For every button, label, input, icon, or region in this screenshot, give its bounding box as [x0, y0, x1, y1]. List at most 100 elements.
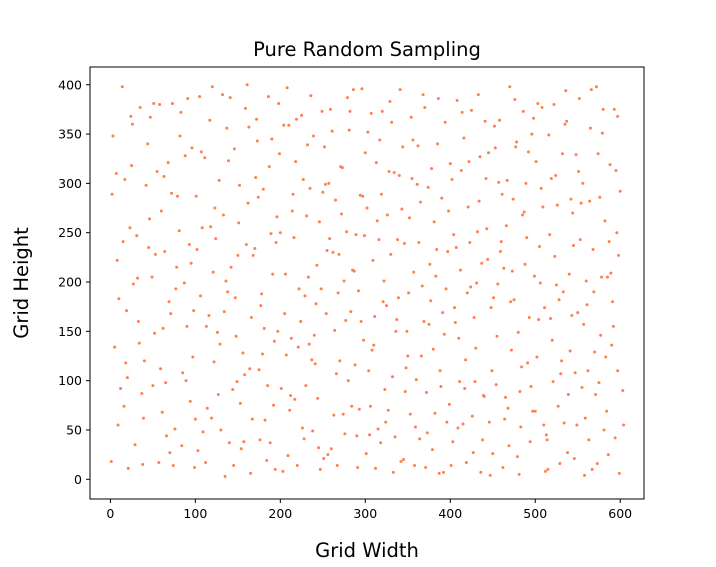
x-tick-label: 200	[268, 506, 292, 521]
data-point	[433, 411, 437, 415]
data-point	[453, 320, 457, 324]
data-point	[544, 433, 548, 437]
data-point	[444, 287, 448, 291]
data-point	[499, 240, 503, 244]
data-point	[294, 117, 298, 121]
data-point	[392, 171, 396, 175]
data-point	[334, 198, 338, 202]
data-point	[549, 317, 553, 321]
data-point	[422, 319, 426, 323]
data-point	[203, 156, 207, 160]
data-point	[393, 435, 397, 439]
data-point	[497, 180, 501, 184]
data-point	[391, 470, 395, 474]
x-tick-label: 100	[183, 506, 207, 521]
data-point	[226, 290, 230, 294]
data-point	[223, 474, 227, 478]
data-point	[369, 111, 373, 115]
data-point	[621, 389, 625, 393]
data-point	[490, 369, 494, 373]
data-point	[530, 132, 534, 136]
data-point	[276, 329, 280, 333]
data-point	[274, 241, 278, 245]
data-point	[402, 458, 406, 462]
data-point	[270, 137, 274, 141]
data-point	[306, 275, 310, 279]
data-point	[486, 257, 490, 261]
data-point	[353, 363, 357, 367]
data-point	[596, 152, 600, 156]
data-point	[292, 236, 296, 240]
data-point	[382, 279, 386, 283]
data-point	[600, 131, 604, 135]
data-point	[498, 249, 502, 253]
data-point	[454, 245, 458, 249]
data-point	[577, 97, 581, 101]
data-point	[248, 367, 252, 371]
data-point	[511, 197, 515, 201]
y-axis-label: Grid Height	[10, 227, 33, 339]
data-point	[510, 269, 514, 273]
data-point	[464, 461, 468, 465]
data-point	[418, 437, 422, 441]
data-point	[483, 119, 487, 123]
data-point	[362, 234, 366, 238]
data-point	[340, 212, 344, 216]
data-point	[335, 463, 339, 467]
data-point	[147, 217, 151, 221]
data-point	[532, 116, 536, 120]
data-point	[130, 122, 134, 126]
data-point	[210, 416, 214, 420]
data-point	[435, 247, 439, 251]
data-point	[225, 126, 229, 130]
data-point	[408, 412, 412, 416]
data-point	[427, 322, 431, 326]
data-point	[509, 300, 513, 304]
data-point	[520, 213, 524, 217]
data-point	[607, 240, 611, 244]
data-point	[493, 146, 497, 150]
data-point	[492, 124, 496, 128]
data-point	[347, 128, 351, 132]
data-point	[152, 101, 156, 105]
data-point	[436, 97, 440, 101]
data-point	[574, 153, 578, 157]
data-point	[437, 471, 441, 475]
data-point	[500, 192, 504, 196]
data-point	[445, 420, 449, 424]
data-point	[539, 186, 543, 190]
data-point	[396, 296, 400, 300]
data-point	[273, 467, 277, 471]
data-point	[238, 183, 242, 187]
data-point	[176, 194, 180, 198]
x-tick-label: 400	[438, 506, 462, 521]
data-point	[178, 134, 182, 138]
data-point	[381, 300, 385, 304]
data-point	[370, 348, 374, 352]
data-point	[131, 282, 135, 286]
data-point	[613, 436, 617, 440]
data-point	[128, 226, 132, 230]
data-point	[588, 126, 592, 130]
data-point	[448, 162, 452, 166]
data-point	[245, 83, 249, 87]
data-point	[617, 253, 621, 257]
data-point	[543, 469, 547, 473]
data-point	[598, 195, 602, 199]
data-point	[153, 331, 157, 335]
data-point	[350, 404, 354, 408]
data-point	[430, 167, 434, 171]
data-point	[233, 296, 237, 300]
data-point	[162, 174, 166, 178]
data-point	[562, 421, 566, 425]
data-point	[307, 342, 311, 346]
data-point	[424, 465, 428, 469]
data-point	[604, 355, 608, 359]
y-tick-label: 300	[58, 176, 82, 191]
data-point	[246, 201, 250, 205]
data-point	[308, 186, 312, 190]
data-point	[129, 114, 133, 118]
data-point	[201, 430, 205, 434]
data-point	[459, 169, 463, 173]
data-point	[271, 272, 275, 276]
